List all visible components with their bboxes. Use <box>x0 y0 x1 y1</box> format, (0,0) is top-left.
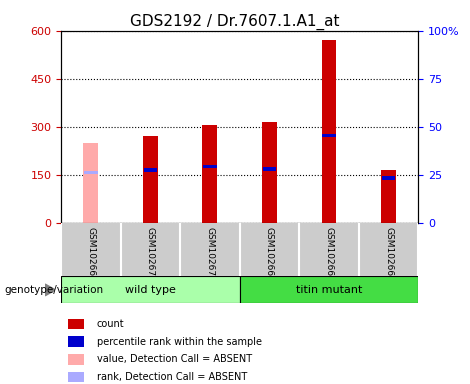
Text: GDS2192 / Dr.7607.1.A1_at: GDS2192 / Dr.7607.1.A1_at <box>130 13 340 30</box>
Bar <box>143 136 158 223</box>
Text: GSM102674: GSM102674 <box>205 227 214 282</box>
Bar <box>84 170 98 174</box>
Text: genotype/variation: genotype/variation <box>5 285 104 295</box>
Bar <box>321 40 337 223</box>
Text: value, Detection Call = ABSENT: value, Detection Call = ABSENT <box>97 354 252 364</box>
Text: wild type: wild type <box>125 285 176 295</box>
Text: GSM102669: GSM102669 <box>86 227 95 282</box>
Text: GSM102671: GSM102671 <box>146 227 155 282</box>
Text: titin mutant: titin mutant <box>296 285 362 295</box>
Bar <box>203 165 217 168</box>
Bar <box>381 170 396 223</box>
Bar <box>240 276 418 303</box>
Bar <box>382 176 395 180</box>
Bar <box>68 336 84 347</box>
Bar <box>263 167 276 170</box>
Text: count: count <box>97 319 124 329</box>
Text: GSM102667: GSM102667 <box>384 227 393 282</box>
Text: percentile rank within the sample: percentile rank within the sample <box>97 337 262 347</box>
Text: GSM102665: GSM102665 <box>265 227 274 282</box>
Text: GSM102666: GSM102666 <box>324 227 334 282</box>
Text: rank, Detection Call = ABSENT: rank, Detection Call = ABSENT <box>97 372 247 382</box>
Bar <box>262 122 277 223</box>
Bar <box>322 134 336 137</box>
Bar <box>84 143 98 223</box>
Bar <box>203 125 217 223</box>
Bar <box>144 168 157 172</box>
Bar <box>61 276 240 303</box>
Bar <box>68 372 84 382</box>
Polygon shape <box>45 284 55 296</box>
Bar <box>68 354 84 365</box>
Bar <box>68 319 84 329</box>
